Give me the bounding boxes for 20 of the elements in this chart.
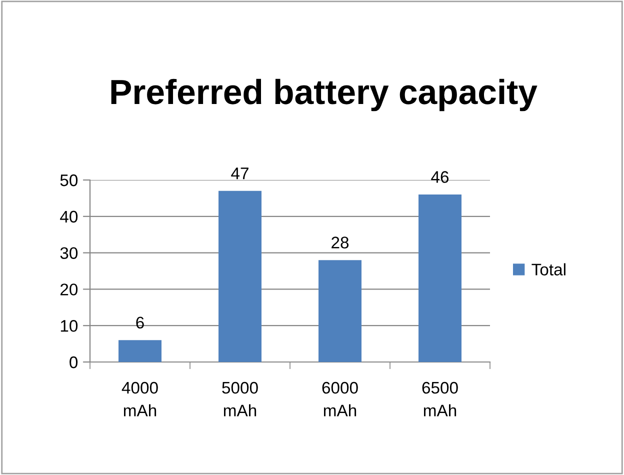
bar (218, 190, 262, 362)
data-label: 46 (431, 171, 449, 183)
x-tick-label: 4000 mAh (122, 382, 158, 416)
data-label: 47 (231, 168, 248, 180)
x-tick-label: 6500 mAh (422, 382, 458, 416)
y-tick-label: 30 (60, 247, 78, 260)
y-tick-label: 50 (60, 174, 78, 186)
y-tick-label: 20 (60, 284, 78, 296)
legend-label: Total (532, 263, 566, 276)
x-tick-label: 5000 mAh (222, 382, 258, 416)
bar (418, 194, 462, 362)
y-tick-label: 10 (60, 320, 78, 332)
data-label: 6 (136, 316, 144, 329)
chart-title: Preferred battery capacity (111, 78, 538, 112)
bar (118, 340, 162, 362)
y-tick-label: 0 (70, 356, 78, 368)
x-tick-label: 6000 mAh (322, 382, 358, 416)
y-tick-label: 40 (60, 210, 78, 223)
bar (318, 260, 362, 362)
data-label: 28 (332, 236, 349, 248)
